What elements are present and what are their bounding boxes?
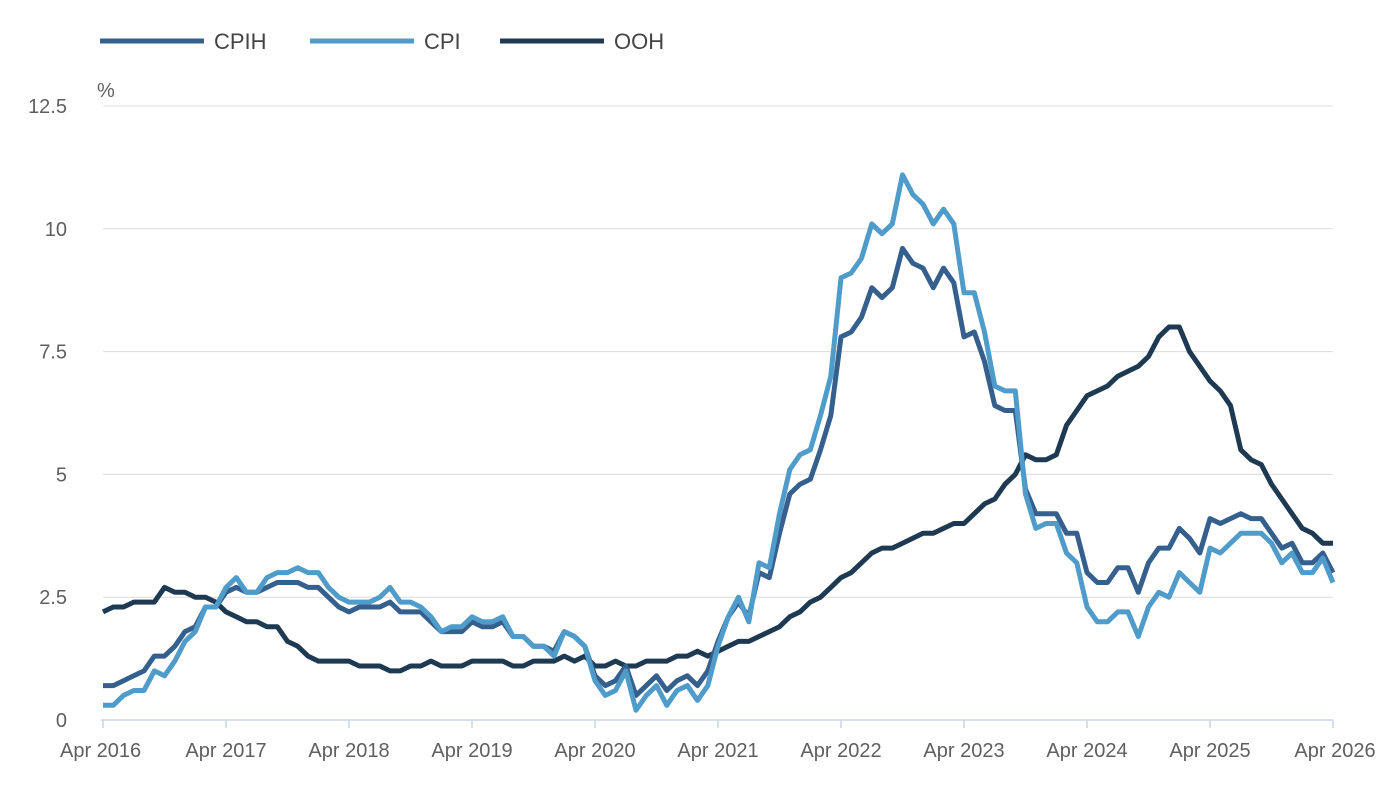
series-lines: [101, 172, 1336, 713]
x-tick-label: Apr 2019: [431, 740, 512, 762]
x-tick-label: Apr 2016: [60, 740, 141, 762]
series-line-cpih: [103, 245, 1336, 698]
x-tick-label: Apr 2017: [185, 740, 266, 762]
x-tick-label: Apr 2026: [1294, 740, 1375, 762]
x-axis: Apr 2016 Apr 2017 Apr 2018 Apr 2019 Apr 2020…: [60, 719, 1376, 762]
x-tick-label: Apr 2022: [800, 740, 881, 762]
x-tick-label: Apr 2018: [308, 740, 389, 762]
x-tick-label: Apr 2023: [923, 740, 1004, 762]
y-tick-label: 2.5: [39, 587, 67, 609]
y-tick-label: 10: [45, 219, 67, 241]
legend-label-cpih: CPIH: [214, 29, 267, 54]
y-tick-label: 0: [56, 710, 67, 732]
y-axis-unit-label: %: [97, 80, 115, 102]
x-tick-label: Apr 2020: [554, 740, 635, 762]
x-tick-label: Apr 2024: [1046, 740, 1127, 762]
y-tick-label: 5: [56, 464, 67, 486]
legend-label-cpi: CPI: [424, 29, 461, 54]
legend: CPIH CPI OOH: [100, 29, 664, 54]
y-axis-ticks: 0 2.5 5 7.5 10 12.5: [28, 96, 67, 732]
gridlines: [103, 105, 1333, 598]
legend-label-ooh: OOH: [614, 29, 664, 54]
y-tick-label: 7.5: [39, 342, 67, 364]
series-line-cpi: [103, 172, 1336, 713]
x-tick-label: Apr 2025: [1169, 740, 1250, 762]
y-tick-label: 12.5: [28, 96, 67, 118]
x-tick-label: Apr 2021: [677, 740, 758, 762]
series-line-ooh: [101, 324, 1333, 674]
